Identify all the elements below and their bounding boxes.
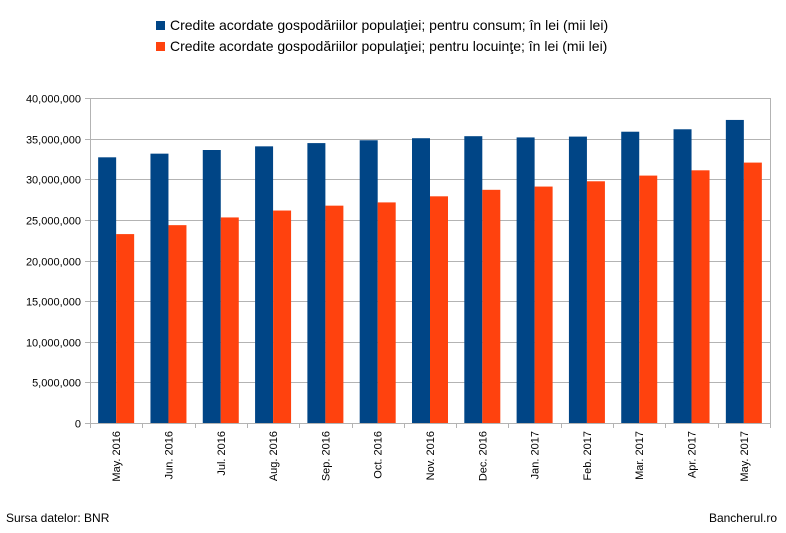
bar-series2-6 [377, 202, 396, 423]
y-axis-ticks: 0 5,000,000 10,000,000 15,000,000 20,000,000… [26, 94, 81, 431]
y-tick-label: 5,000,000 [32, 378, 81, 390]
x-tick-label: Apr. 2017 [687, 431, 699, 478]
bar-series1-5 [307, 143, 326, 423]
bar-series1-11 [621, 131, 640, 423]
legend-label-1: Credite acordate gospodăriilor populaţie… [170, 17, 608, 33]
y-tick-label: 30,000,000 [26, 175, 81, 187]
bar-series2-7 [430, 196, 448, 423]
x-tick-label: Nov. 2016 [425, 431, 437, 480]
x-tick-label: Jul. 2016 [216, 431, 228, 476]
legend: Credite acordate gospodăriilor populaţie… [156, 17, 608, 54]
bar-series1-10 [568, 136, 587, 423]
bar-series1-4 [255, 146, 274, 423]
bar-series1-7 [412, 138, 430, 423]
bar-series2-12 [691, 170, 710, 423]
x-tick-label: Sep. 2016 [320, 431, 332, 481]
bar-series2-1 [116, 234, 135, 423]
bar-series2-3 [220, 217, 239, 423]
bar-series2-13 [743, 162, 762, 423]
x-tick-label: Aug. 2016 [268, 431, 280, 481]
bar-series2-10 [586, 181, 605, 423]
x-tick-label: Jun. 2016 [163, 431, 175, 479]
x-tick-label: Dec. 2016 [477, 431, 489, 481]
y-tick-label: 15,000,000 [26, 297, 81, 309]
y-tick-label: 0 [75, 419, 81, 431]
x-tick-label: Oct. 2016 [373, 431, 385, 479]
bar-series1-2 [150, 153, 169, 423]
x-tick-label: May. 2016 [111, 431, 123, 482]
bar-series1-3 [202, 150, 221, 423]
bar-series2-8 [482, 189, 501, 423]
bar-series2-2 [168, 225, 187, 423]
plot-border [90, 98, 771, 424]
y-tick-label: 10,000,000 [26, 338, 81, 350]
bar-series1-13 [725, 119, 744, 423]
brand-label: Bancherul.ro [708, 511, 777, 525]
bar-series2-4 [273, 210, 292, 423]
bar-series1-6 [359, 140, 378, 423]
x-tick-label: May. 2017 [739, 431, 751, 482]
bar-series1-8 [464, 136, 483, 423]
y-tick-label: 20,000,000 [26, 257, 81, 269]
plot-frame [90, 98, 771, 428]
x-axis-ticks: May. 2016 Jun. 2016 Jul. 2016 Aug. 2016 Sep.… [111, 431, 751, 482]
bar-series2-5 [325, 205, 344, 423]
legend-swatch-2 [156, 42, 165, 51]
x-tick-label: Mar. 2017 [634, 431, 646, 480]
y-tick-label: 40,000,000 [26, 94, 81, 106]
bars [98, 119, 762, 423]
x-tick-label: Jan. 2017 [530, 431, 542, 479]
bar-series1-9 [516, 137, 535, 423]
y-tick-label: 25,000,000 [26, 216, 81, 228]
legend-label-2: Credite acordate gospodăriilor populaţie… [170, 38, 607, 54]
x-tick-label: Feb. 2017 [582, 431, 594, 481]
bar-series1-1 [98, 157, 117, 423]
legend-swatch-1 [156, 21, 165, 30]
source-note: Sursa datelor: BNR [6, 511, 110, 525]
bar-series1-12 [673, 129, 692, 423]
y-tick-label: 35,000,000 [26, 135, 81, 147]
bar-series2-11 [639, 175, 658, 423]
bar-series2-9 [534, 186, 553, 423]
